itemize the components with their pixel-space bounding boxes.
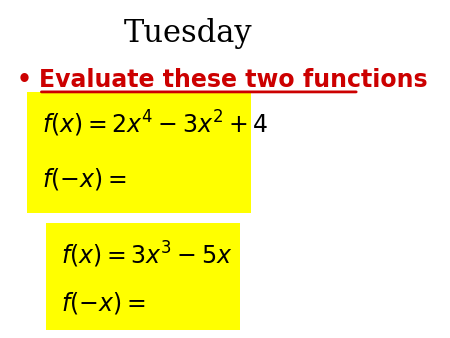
FancyBboxPatch shape [46, 223, 240, 330]
Text: Tuesday: Tuesday [123, 18, 252, 49]
Text: Evaluate these two functions: Evaluate these two functions [39, 68, 427, 92]
Text: •: • [16, 68, 32, 92]
Text: $f(-x) = $: $f(-x) = $ [42, 166, 127, 192]
Text: $f(-x) = $: $f(-x) = $ [61, 290, 145, 316]
Text: $f(x) = 3x^3 - 5x$: $f(x) = 3x^3 - 5x$ [61, 239, 232, 270]
FancyBboxPatch shape [27, 92, 251, 213]
Text: $f(x) = 2x^4 - 3x^2 + 4$: $f(x) = 2x^4 - 3x^2 + 4$ [42, 108, 269, 139]
